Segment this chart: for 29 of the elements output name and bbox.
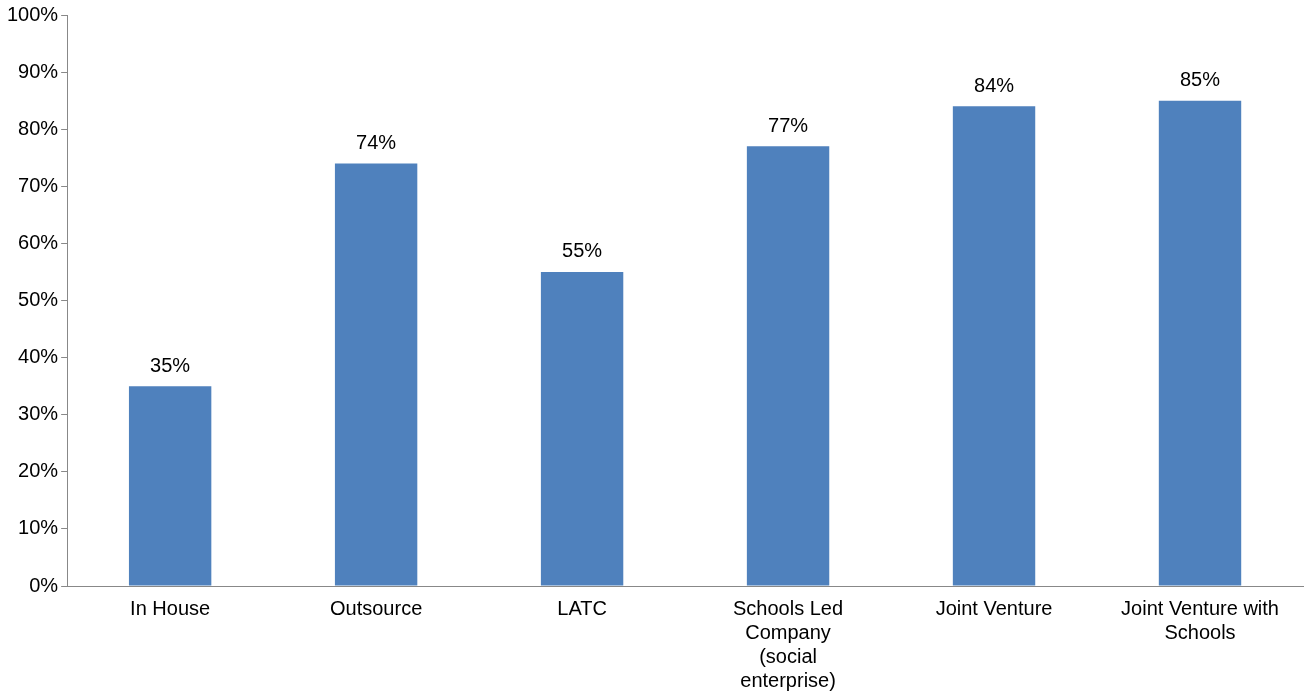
y-tick-label: 80% bbox=[18, 116, 59, 139]
x-tick-label: Joint Venture bbox=[935, 596, 1053, 619]
bar bbox=[746, 146, 830, 586]
y-tick-label: 60% bbox=[18, 230, 59, 253]
y-tick-label: 30% bbox=[18, 402, 59, 425]
x-tick-label: Joint Venture with Schools bbox=[1121, 596, 1279, 643]
y-tick-label: 100% bbox=[7, 2, 59, 25]
x-tick-label: Outsource bbox=[329, 596, 423, 619]
data-label: 77% bbox=[768, 113, 809, 136]
data-label: 84% bbox=[974, 73, 1015, 96]
data-label: 85% bbox=[1180, 68, 1221, 91]
y-tick-label: 10% bbox=[18, 516, 59, 539]
data-label: 35% bbox=[150, 353, 191, 376]
x-tick-label: In House bbox=[130, 596, 211, 619]
y-tick-label: 0% bbox=[29, 573, 59, 596]
y-tick-label: 50% bbox=[18, 288, 59, 311]
x-tick-label: Schools Led Company (social enterprise) bbox=[733, 596, 844, 691]
bar bbox=[952, 106, 1036, 586]
x-tick-label: LATC bbox=[557, 596, 607, 619]
y-tick-label: 70% bbox=[18, 173, 59, 196]
bar bbox=[128, 386, 212, 586]
y-tick-label: 40% bbox=[18, 345, 59, 368]
data-label: 74% bbox=[356, 130, 397, 153]
data-label: 55% bbox=[562, 239, 603, 262]
y-tick-label: 20% bbox=[18, 459, 59, 482]
y-tick-label: 90% bbox=[18, 59, 59, 82]
bar bbox=[1158, 100, 1242, 586]
bar bbox=[334, 163, 418, 586]
bar bbox=[540, 271, 624, 586]
